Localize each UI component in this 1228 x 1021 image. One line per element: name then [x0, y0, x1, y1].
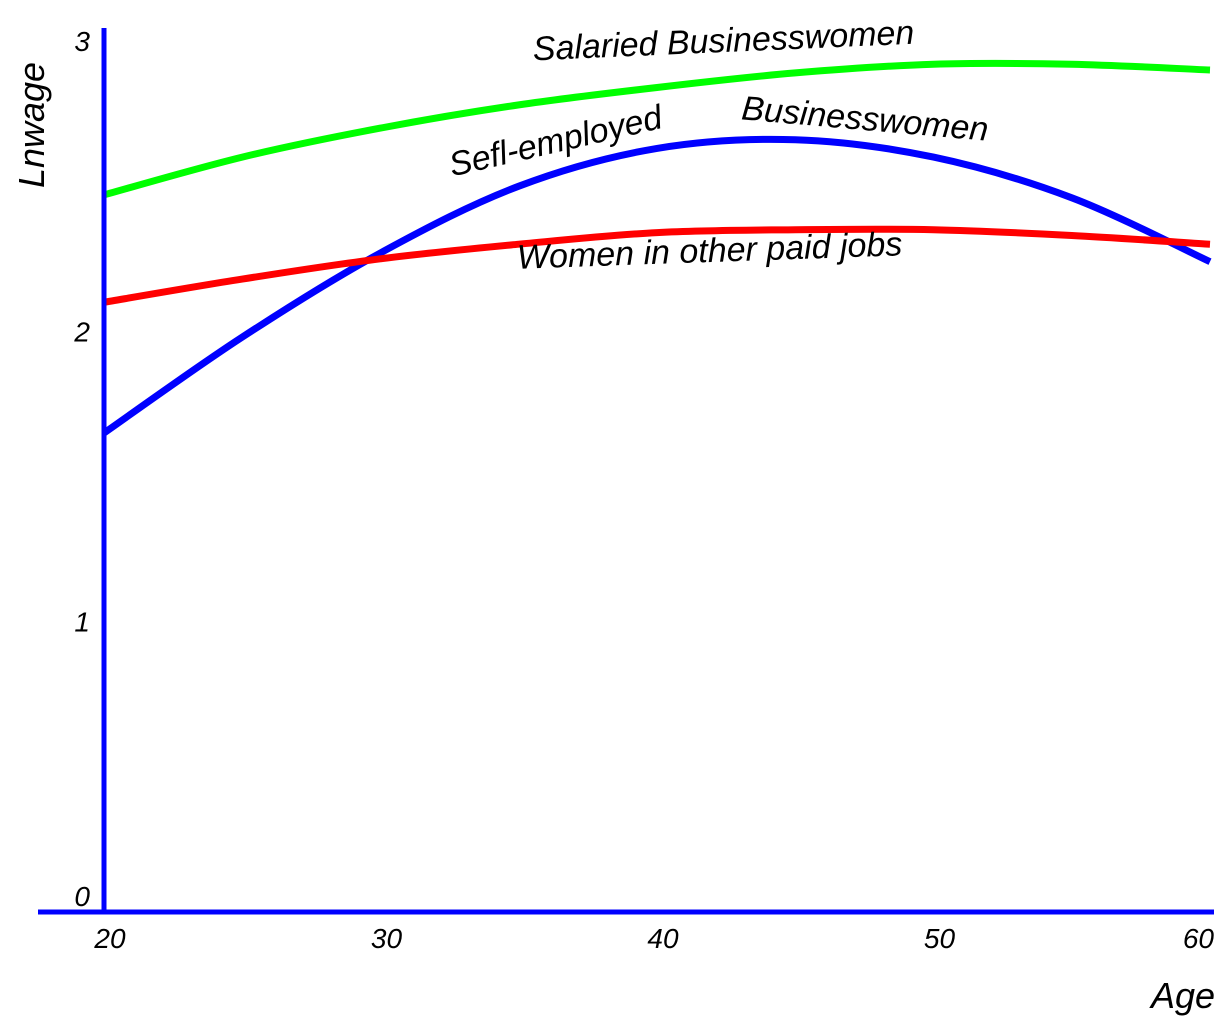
series-line-salaried-businesswomen [103, 59, 1211, 199]
y-axis-title: Lnwage [11, 62, 52, 188]
y-tick-labels: 0 1 2 3 [73, 26, 90, 912]
salaried-businesswomen-label: Salaried Businesswomen [532, 14, 915, 69]
x-tick-label: 50 [924, 923, 956, 954]
y-tick-label: 3 [74, 26, 90, 57]
x-tick-labels: 20 30 40 50 60 [93, 923, 1214, 954]
x-tick-label: 60 [1183, 923, 1215, 954]
series-line-other-paid-jobs [103, 225, 1211, 306]
y-tick-label: 1 [74, 607, 90, 638]
x-axis-title: Age [1149, 975, 1215, 1016]
series-line-self-employed-businesswomen [102, 135, 1212, 436]
x-tick-label: 30 [371, 923, 403, 954]
x-tick-label: 20 [93, 923, 126, 954]
y-tick-label: 2 [73, 316, 90, 347]
x-tick-label: 40 [647, 923, 679, 954]
other-paid-jobs-label: Women in other paid jobs [516, 225, 903, 276]
y-tick-label: 0 [74, 881, 90, 912]
series-layer [102, 59, 1212, 436]
